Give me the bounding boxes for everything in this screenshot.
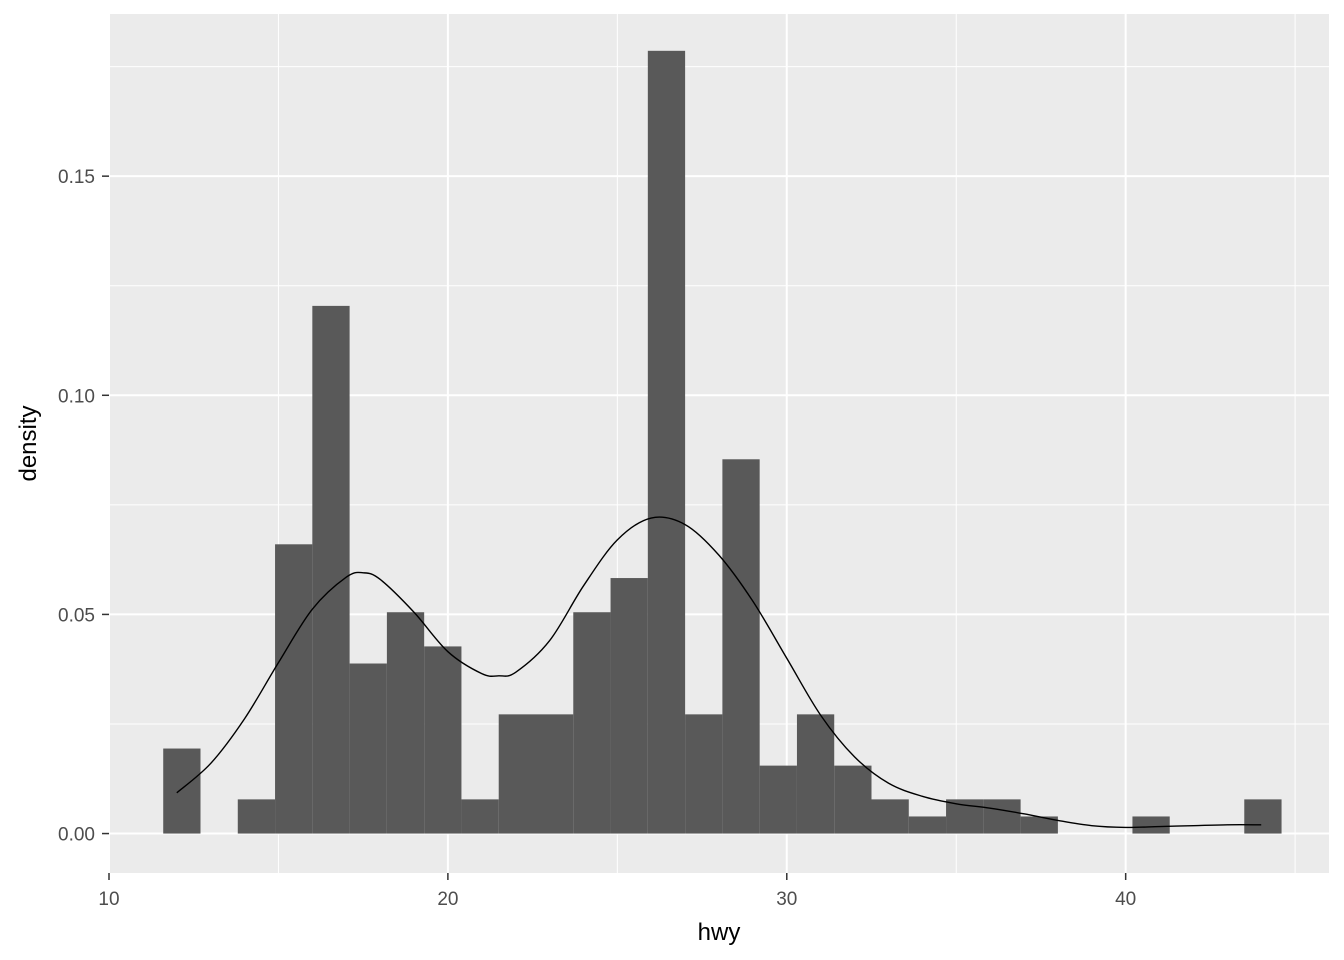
x-tick-label: 40 [1115,889,1136,910]
x-tick-label: 10 [98,889,119,910]
histogram-bar [908,816,947,834]
histogram-bar [349,663,387,834]
y-tick-label: 0.15 [58,167,95,188]
x-tick-label: 30 [776,889,797,910]
histogram-bar [275,544,313,834]
y-tick-label: 0.05 [58,605,95,626]
histogram-bar [610,578,648,834]
histogram-bar [759,765,797,834]
histogram-bar [834,765,872,834]
x-axis-ticks: 10 20 30 40 [98,873,1136,910]
histogram-bars [163,50,1282,834]
histogram-bar [498,714,536,834]
histogram-bar [722,459,760,834]
histogram-bar [1132,816,1170,834]
y-tick-label: 0.10 [58,386,95,407]
histogram-bar [685,714,723,834]
y-axis-ticks: 0.00 0.05 0.10 0.15 [58,167,109,846]
histogram-bar [983,799,1021,834]
histogram-bar [237,799,276,834]
histogram-bar [461,799,499,834]
histogram-bar [1020,816,1058,834]
density-curve [176,516,1262,829]
histogram-bar [796,714,835,834]
histogram-bar [312,305,350,834]
histogram-bar [573,612,611,834]
histogram-bar [647,50,686,834]
histogram-bar [386,612,425,834]
x-axis-title: hwy [698,919,741,946]
histogram-bar [536,714,574,834]
histogram-bar [871,799,909,834]
y-axis-title: density [15,405,42,481]
y-tick-label: 0.00 [58,825,95,846]
histogram-bar [163,748,201,834]
histogram-bar [1244,799,1282,834]
x-tick-label: 20 [437,889,458,910]
histogram-bar [424,646,462,834]
